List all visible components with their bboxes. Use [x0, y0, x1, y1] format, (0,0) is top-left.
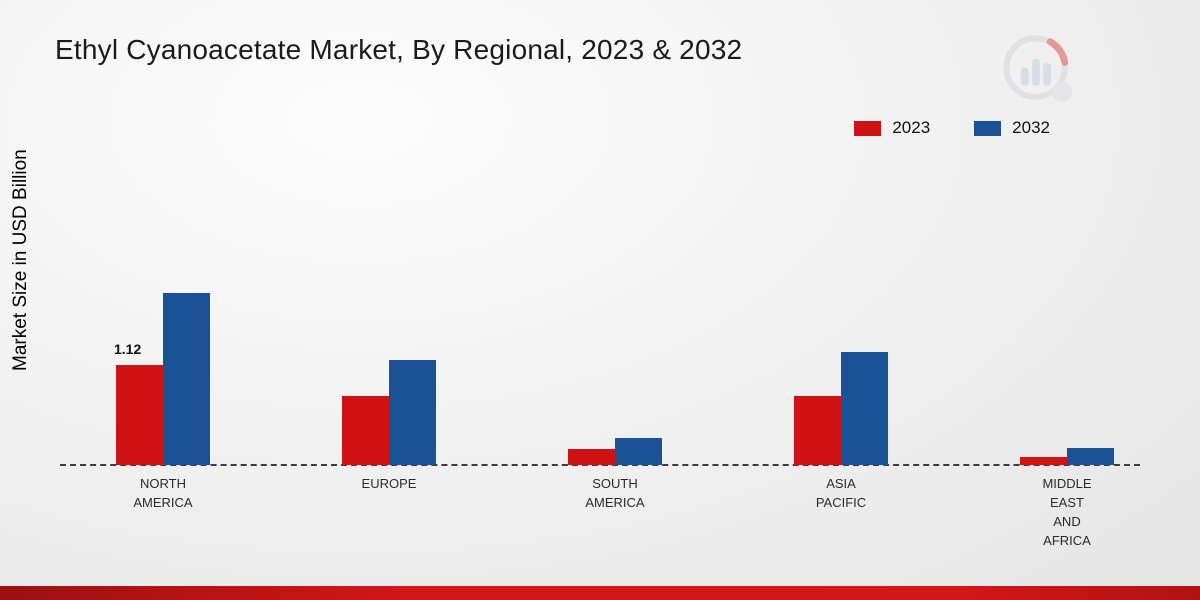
y-axis-label: Market Size in USD Billion — [10, 149, 31, 371]
bar-2023-south-america — [568, 449, 615, 465]
bar-2023-europe — [342, 396, 389, 465]
bar-group-north-america: 1.12 NORTH AMERICA — [50, 0, 276, 510]
bar-2032-north-america — [163, 293, 210, 465]
bar-2023-middle-east-and-africa — [1020, 457, 1067, 465]
bar-group-middle-east-and-africa: MIDDLE EAST AND AFRICA — [954, 0, 1180, 548]
bar-2032-europe — [389, 360, 436, 465]
footer-bar — [0, 586, 1200, 600]
legend-label-2032: 2032 — [1012, 118, 1050, 137]
bar-2023-north-america: 1.12 — [114, 341, 163, 465]
bar-2032-asia-pacific — [841, 352, 888, 465]
category-label: ASIA PACIFIC — [815, 476, 867, 510]
legend-swatch-2023 — [854, 120, 882, 136]
legend-swatch-2032 — [974, 120, 1002, 136]
category-label: EUROPE — [361, 476, 417, 491]
bar-2032-middle-east-and-africa — [1067, 448, 1114, 465]
brand-logo-watermark — [1003, 35, 1073, 102]
bar-group-asia-pacific: ASIA PACIFIC — [728, 0, 954, 510]
legend-label-2023: 2023 — [892, 118, 931, 137]
legend-item-2032: 2032 — [974, 118, 1050, 138]
category-label: MIDDLE EAST AND AFRICA — [1042, 476, 1092, 548]
bar-value-label: 1.12 — [114, 341, 142, 357]
bar-group-europe: EUROPE — [276, 0, 502, 491]
category-label: SOUTH AMERICA — [585, 476, 645, 510]
bar-2023-asia-pacific — [794, 396, 841, 465]
bar-2032-south-america — [615, 438, 662, 465]
legend: 2023 2032 — [854, 118, 1050, 138]
bar-group-south-america: SOUTH AMERICA — [502, 0, 728, 510]
x-axis-baseline — [60, 464, 1140, 466]
chart-title: Ethyl Cyanoacetate Market, By Regional, … — [55, 34, 743, 65]
category-label: NORTH AMERICA — [133, 476, 193, 510]
chart-area: 1.12 NORTH AMERICA EUROPE SOUTH AMERICA ASIA… — [50, 0, 1180, 548]
legend-item-2023: 2023 — [854, 118, 930, 138]
